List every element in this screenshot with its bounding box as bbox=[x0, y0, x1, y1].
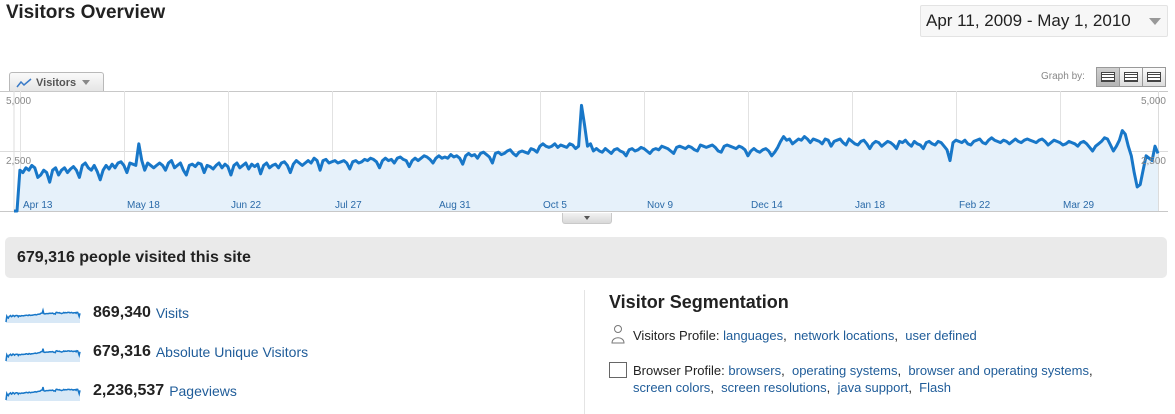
stat-link-unique-visitors[interactable]: Absolute Unique Visitors bbox=[155, 343, 309, 360]
link-browser-and-os[interactable]: browser and operating systems bbox=[908, 363, 1089, 378]
link-operating-systems[interactable]: operating systems bbox=[791, 363, 898, 378]
day-view-icon bbox=[1101, 72, 1115, 82]
summary-bar: 679,316 people visited this site bbox=[5, 237, 1167, 278]
browser-profile-row: Browser Profile: browsers, operating sys… bbox=[633, 363, 1093, 378]
x-tick-label: Apr 13 bbox=[23, 200, 53, 211]
stat-row-visits: 869,340 Visits bbox=[5, 293, 308, 332]
link-browsers[interactable]: browsers bbox=[728, 363, 782, 378]
x-tick-label: Mar 29 bbox=[1063, 200, 1095, 211]
x-tick-label: Feb 22 bbox=[959, 200, 991, 211]
visitors-line bbox=[14, 103, 1160, 213]
visitors-profile-label: Visitors Profile: bbox=[633, 328, 720, 343]
line-chart-icon bbox=[16, 77, 32, 87]
graph-by-buttons bbox=[1096, 67, 1166, 87]
chevron-down-icon[interactable] bbox=[1143, 17, 1167, 25]
x-tick-label: Oct 5 bbox=[543, 200, 567, 211]
month-view-icon bbox=[1147, 72, 1161, 82]
stat-row-unique-visitors: 679,316 Absolute Unique Visitors bbox=[5, 332, 308, 371]
x-tick-label: Jun 22 bbox=[231, 200, 261, 211]
metric-tab-label: Visitors bbox=[36, 76, 77, 89]
link-screen-colors[interactable]: screen colors bbox=[633, 380, 711, 395]
link-flash[interactable]: Flash bbox=[919, 380, 951, 395]
stat-value: 869,340 bbox=[93, 303, 151, 321]
week-view-icon bbox=[1124, 72, 1138, 82]
x-tick-label: Jan 18 bbox=[855, 200, 885, 211]
stats-list: 869,340 Visits 679,316 Absolute Unique V… bbox=[5, 293, 308, 410]
stat-row-pageviews: 2,236,537 Pageviews bbox=[5, 371, 308, 410]
sparkline-pageviews bbox=[5, 386, 81, 401]
browser-profile-label: Browser Profile: bbox=[633, 363, 725, 378]
y-tick-left-2500: 2,500 bbox=[6, 156, 31, 167]
x-tick-label: Jul 27 bbox=[335, 200, 362, 211]
sparkline-area bbox=[6, 309, 80, 323]
chevron-down-icon bbox=[584, 216, 590, 220]
x-axis-labels: Apr 13 May 18 Jun 22 Jul 27 Aug 31 Oct 5 Nov 9… bbox=[23, 200, 1095, 211]
stat-link-visits[interactable]: Visits bbox=[155, 304, 190, 321]
stat-link-pageviews[interactable]: Pageviews bbox=[169, 382, 237, 399]
date-range-text: Apr 11, 2009 - May 1, 2010 bbox=[926, 11, 1131, 30]
column-divider bbox=[584, 290, 585, 414]
y-tick-right-5000: 5,000 bbox=[1141, 96, 1166, 107]
link-java-support[interactable]: java support bbox=[837, 380, 909, 395]
visitors-chart: Apr 13 May 18 Jun 22 Jul 27 Aug 31 Oct 5 Nov 9… bbox=[0, 91, 1168, 213]
graph-by-week-button[interactable] bbox=[1119, 67, 1143, 87]
graph-by-month-button[interactable] bbox=[1142, 67, 1166, 87]
link-screen-resolutions[interactable]: screen resolutions bbox=[721, 380, 827, 395]
person-icon bbox=[611, 325, 625, 344]
sparkline-unique-visitors bbox=[5, 348, 81, 362]
y-tick-right-2500: 2,500 bbox=[1141, 156, 1166, 167]
sparkline-area bbox=[6, 386, 80, 401]
graph-by-label: Graph by: bbox=[1041, 71, 1085, 82]
date-range-picker[interactable]: Apr 11, 2009 - May 1, 2010 bbox=[920, 5, 1168, 37]
sparkline-visits bbox=[5, 306, 81, 323]
visitors-profile-row: Visitors Profile: languages, network loc… bbox=[633, 328, 977, 343]
visitors-area bbox=[14, 105, 1158, 211]
x-tick-label: Dec 14 bbox=[751, 200, 783, 211]
y-tick-left-5000: 5,000 bbox=[6, 96, 31, 107]
segmentation-title: Visitor Segmentation bbox=[609, 292, 789, 312]
sparkline-line bbox=[5, 386, 81, 400]
chevron-down-icon bbox=[82, 80, 91, 85]
page-title: Visitors Overview bbox=[6, 2, 166, 23]
link-languages[interactable]: languages bbox=[723, 328, 784, 343]
sparkline-area bbox=[6, 348, 80, 362]
x-tick-label: Aug 31 bbox=[439, 200, 471, 211]
stat-value: 2,236,537 bbox=[93, 381, 165, 399]
x-tick-label: May 18 bbox=[127, 200, 160, 211]
chart-expand-handle[interactable] bbox=[562, 213, 612, 224]
sparkline-line bbox=[5, 348, 81, 361]
link-user-defined[interactable]: user defined bbox=[905, 328, 977, 343]
summary-text: 679,316 people visited this site bbox=[17, 248, 251, 266]
browser-profile-row-2: screen colors, screen resolutions, java … bbox=[633, 380, 951, 395]
metric-selector-tab[interactable]: Visitors bbox=[9, 72, 104, 92]
x-tick-label: Nov 9 bbox=[647, 200, 674, 211]
link-network-locations[interactable]: network locations bbox=[793, 328, 895, 343]
graph-by-day-button[interactable] bbox=[1096, 67, 1120, 87]
sparkline-line bbox=[5, 306, 81, 322]
browser-window-icon bbox=[609, 362, 627, 378]
stat-value: 679,316 bbox=[93, 342, 151, 360]
